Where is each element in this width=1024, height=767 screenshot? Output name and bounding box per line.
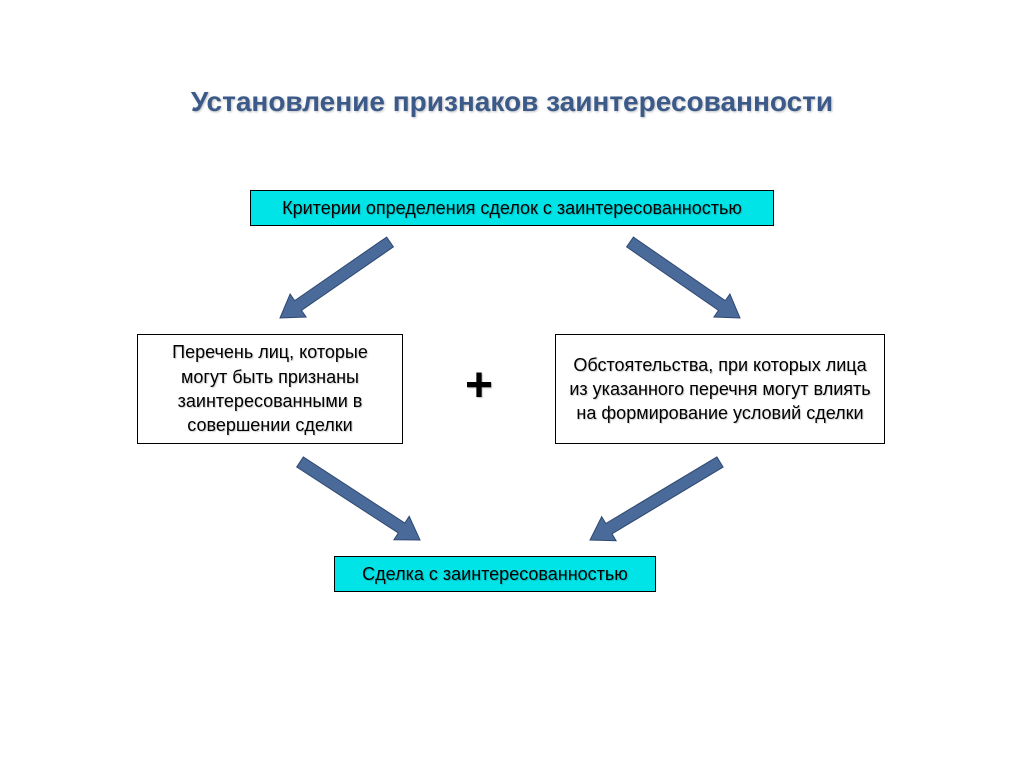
plus-sign: + [465,358,493,413]
page-title: Установление признаков заинтересованност… [0,86,1024,118]
box-criteria: Критерии определения сделок с заинтересо… [250,190,774,226]
arrow [280,237,393,318]
box-circumstances: Обстоятельства, при которых лица из указ… [555,334,885,444]
box-persons-list: Перечень лиц, которые могут быть признан… [137,334,403,444]
arrow [627,237,740,318]
arrow [590,457,723,541]
arrow [297,457,420,540]
box-result: Сделка с заинтересованностью [334,556,656,592]
